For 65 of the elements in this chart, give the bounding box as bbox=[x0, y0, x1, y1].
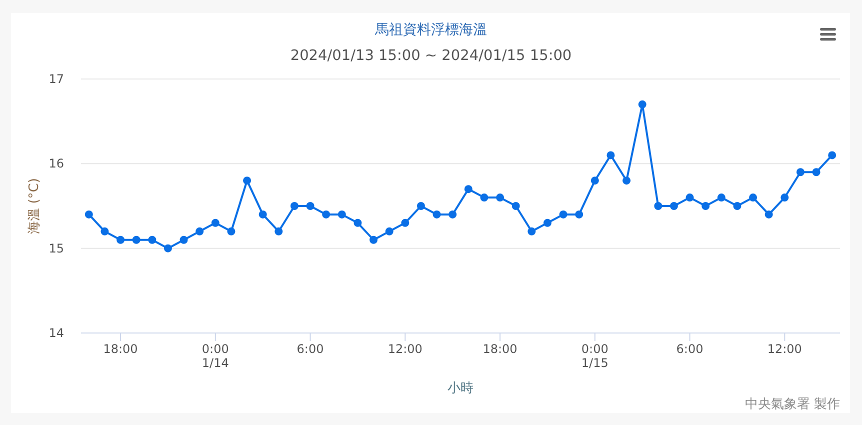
point bbox=[480, 194, 488, 202]
point bbox=[828, 151, 836, 160]
point bbox=[290, 202, 298, 210]
point bbox=[338, 210, 346, 218]
point bbox=[796, 168, 804, 176]
y-tick-label: 16 bbox=[48, 156, 64, 171]
point bbox=[590, 176, 599, 185]
point bbox=[243, 176, 252, 185]
point bbox=[638, 100, 646, 108]
point bbox=[132, 236, 140, 244]
point bbox=[370, 236, 378, 244]
x-tick-label: 12:00 bbox=[767, 342, 802, 356]
point bbox=[385, 227, 394, 236]
point bbox=[702, 202, 710, 210]
point bbox=[116, 236, 125, 244]
point bbox=[733, 202, 742, 210]
point bbox=[717, 194, 726, 202]
point bbox=[686, 194, 694, 202]
point bbox=[354, 218, 362, 227]
point bbox=[764, 210, 773, 218]
x-tick-label: 12:00 bbox=[388, 342, 422, 356]
y-tick-label: 14 bbox=[48, 326, 64, 340]
point bbox=[322, 210, 330, 218]
point bbox=[559, 210, 568, 218]
x-tick-label: 0:00 1/15 bbox=[581, 342, 608, 370]
x-tick-label: 6:00 bbox=[296, 342, 324, 356]
x-tick-label: 6:00 bbox=[676, 342, 704, 356]
chart-title: 馬祖資料浮標海溫 bbox=[374, 22, 487, 38]
point bbox=[512, 202, 520, 210]
point bbox=[196, 227, 204, 236]
point bbox=[416, 202, 425, 210]
point bbox=[812, 168, 820, 176]
point bbox=[211, 218, 220, 227]
point bbox=[306, 202, 314, 210]
chart-subtitle: 2024/01/13 15:00 ~ 2024/01/15 15:00 bbox=[290, 48, 572, 64]
x-axis-title: 小時 bbox=[448, 381, 474, 396]
point bbox=[670, 202, 678, 210]
point bbox=[464, 185, 472, 194]
point bbox=[749, 194, 758, 202]
point bbox=[780, 194, 789, 202]
x-tick-label: 18:00 bbox=[482, 342, 518, 356]
point bbox=[575, 210, 584, 218]
point bbox=[432, 210, 441, 218]
point bbox=[148, 236, 156, 244]
x-tick-label: 18:00 bbox=[103, 342, 138, 356]
x-tick-label: 0:00 1/14 bbox=[202, 342, 229, 370]
y-tick-label: 17 bbox=[48, 72, 64, 86]
text: 中央氣象署 製作 bbox=[744, 397, 840, 412]
point bbox=[274, 227, 283, 236]
point bbox=[622, 176, 631, 185]
point bbox=[528, 227, 536, 236]
point bbox=[606, 151, 615, 160]
point bbox=[258, 210, 267, 218]
y-axis-title: 海溫 (°C) bbox=[27, 178, 42, 234]
point bbox=[401, 218, 410, 227]
point bbox=[227, 227, 236, 236]
point bbox=[543, 218, 552, 227]
point bbox=[448, 210, 457, 218]
point bbox=[100, 227, 109, 236]
point bbox=[180, 236, 188, 244]
point bbox=[496, 194, 504, 202]
point bbox=[84, 210, 93, 218]
point bbox=[654, 202, 662, 210]
point bbox=[164, 244, 172, 252]
y-tick-label: 15 bbox=[48, 241, 64, 256]
